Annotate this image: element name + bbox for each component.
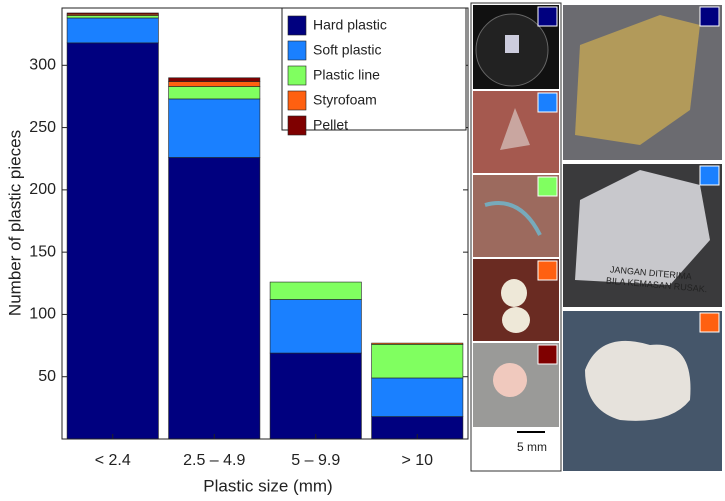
legend-swatch [287,65,307,86]
bar-segment [168,157,261,440]
bar-segment [66,17,159,44]
photo-object [493,363,527,397]
x-tick-label: 5 – 9.9 [291,452,340,469]
y-tick-label: 100 [29,306,56,323]
bar-segment [371,344,464,379]
bar-segment [168,86,261,100]
y-tick-label: 250 [29,119,56,136]
bar-segment [371,342,464,345]
bar-segment [168,77,261,82]
y-tick-label: 200 [29,181,56,198]
legend-label: Plastic line [313,67,380,83]
legend-label: Hard plastic [313,17,387,33]
photo-object [575,15,700,145]
photo-category-tag [537,260,558,281]
bar-segment [66,12,159,15]
x-tick-label: 2.5 – 4.9 [183,452,245,469]
legend-swatch [287,40,307,61]
bar-segment [371,377,464,417]
bar-segment [168,81,261,87]
legend-label: Styrofoam [313,92,377,108]
photo-category-tag [699,165,720,186]
bar-segment [66,42,159,440]
bar-segment [269,299,362,354]
photo-object [575,170,710,285]
y-axis-label: Number of plastic pieces [5,130,24,316]
photo-object [585,340,691,421]
legend-swatch [287,15,307,36]
y-tick-label: 300 [29,57,56,74]
photo-category-tag [537,92,558,113]
x-tick-label: < 2.4 [95,452,131,469]
bar-segment [269,352,362,440]
legend-swatch [287,115,307,136]
photo-category-tag [537,176,558,197]
legend-label: Soft plastic [313,42,381,58]
bar-segment [269,281,362,300]
photo-category-tag [537,344,558,365]
photo-object [502,307,530,333]
photo-object [505,35,519,53]
photo-category-tag [699,312,720,333]
photo-category-tag [537,6,558,27]
y-tick-label: 50 [38,368,56,385]
photo-object [500,108,530,150]
photo-object [484,201,542,236]
x-tick-label: > 10 [401,452,433,469]
scale-bar-label: 5 mm [517,440,547,454]
axes-frame [61,7,469,440]
y-tick-label: 150 [29,243,56,260]
legend-swatch [287,90,307,111]
bar-segment [66,15,159,19]
bar-segment [168,98,261,158]
photo-category-tag [699,6,720,27]
legend-box [281,7,467,131]
photo-panels: 5 mm JANGAN DITERIMA BILA KEMASAN RUSAK. [470,2,722,472]
x-axis-label: Plastic size (mm) [203,476,332,495]
photo-object [501,279,527,307]
legend-label: Pellet [313,117,348,133]
